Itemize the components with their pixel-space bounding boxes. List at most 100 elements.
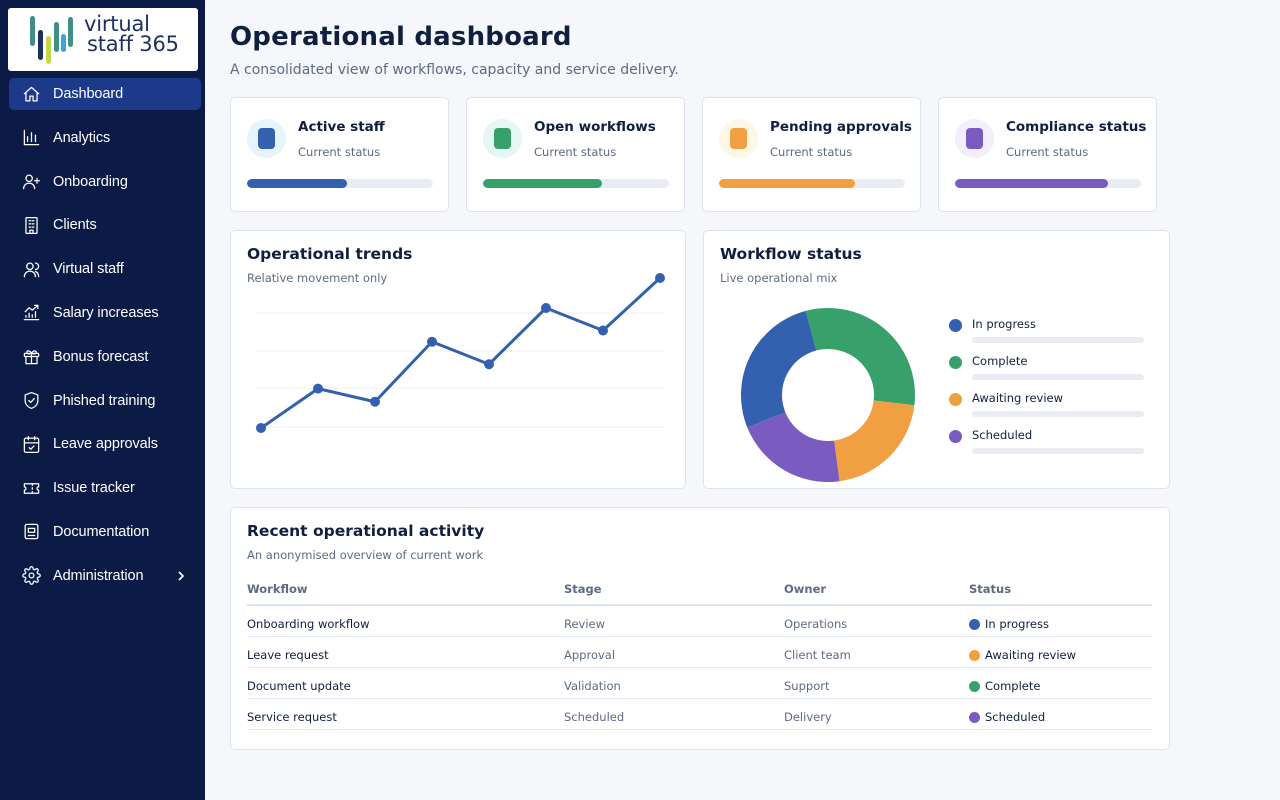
donut-slice-in-progress bbox=[741, 310, 817, 428]
panel-subtitle: Relative movement only bbox=[247, 271, 388, 285]
column-header-owner[interactable]: Owner bbox=[784, 582, 827, 596]
stat-card-active-staff[interactable]: Active staff Current status bbox=[230, 97, 449, 212]
status-dot bbox=[969, 619, 980, 630]
stat-progress-fill bbox=[955, 179, 1108, 188]
cell-owner: Client team bbox=[784, 648, 851, 662]
user-plus-icon bbox=[21, 172, 41, 192]
calendar-check-icon bbox=[21, 434, 41, 454]
document-icon bbox=[21, 522, 41, 542]
building-icon bbox=[21, 215, 41, 235]
stat-progress-track bbox=[483, 179, 669, 188]
cell-stage: Approval bbox=[564, 648, 616, 662]
table-row[interactable]: Leave request Approval Client team Await… bbox=[247, 637, 1152, 668]
sidebar-item-bonus-forecast[interactable]: Bonus forecast bbox=[9, 341, 201, 373]
legend-bar bbox=[972, 411, 1144, 417]
sidebar-item-issue-tracker[interactable]: Issue tracker bbox=[9, 472, 201, 504]
cell-owner: Support bbox=[784, 679, 830, 693]
sidebar-item-leave-approvals[interactable]: Leave approvals bbox=[9, 428, 201, 460]
legend-dot bbox=[949, 319, 962, 332]
column-header-workflow[interactable]: Workflow bbox=[247, 582, 308, 596]
donut-slice-awaiting-review bbox=[834, 400, 915, 482]
status-dot bbox=[969, 650, 980, 661]
shield-check-icon bbox=[21, 391, 41, 411]
cell-owner: Operations bbox=[784, 617, 848, 631]
trend-point bbox=[313, 383, 323, 394]
trend-point bbox=[370, 396, 380, 407]
sidebar: virtual staff 365 Dashboard Analytics On… bbox=[0, 0, 205, 800]
sidebar-item-virtual-staff[interactable]: Virtual staff bbox=[9, 253, 201, 285]
sidebar-item-label: Onboarding bbox=[53, 173, 128, 190]
stat-subtitle: Current status bbox=[534, 145, 617, 159]
sidebar-item-salary-increases[interactable]: Salary increases bbox=[9, 297, 201, 329]
table-row[interactable]: Service request Scheduled Delivery Sched… bbox=[247, 699, 1152, 730]
brand-logo[interactable]: virtual staff 365 bbox=[8, 8, 198, 71]
stat-subtitle: Current status bbox=[770, 145, 853, 159]
sidebar-item-label: Analytics bbox=[53, 129, 111, 146]
cell-owner: Delivery bbox=[784, 710, 832, 724]
stat-progress-track bbox=[955, 179, 1141, 188]
sidebar-item-documentation[interactable]: Documentation bbox=[9, 516, 201, 548]
chevron-right-icon[interactable] bbox=[175, 570, 187, 582]
legend-label: Scheduled bbox=[972, 428, 1033, 442]
table-header: Workflow Stage Owner Status bbox=[247, 580, 1152, 606]
trends-line-chart bbox=[256, 273, 665, 433]
status-dot bbox=[969, 681, 980, 692]
legend-item-in-progress: In progress bbox=[949, 317, 1149, 354]
panel-subtitle: An anonymised overview of current work bbox=[247, 548, 484, 562]
legend-dot bbox=[949, 430, 962, 443]
panel-title: Operational trends bbox=[247, 245, 413, 263]
legend-label: In progress bbox=[972, 317, 1036, 331]
workflow-status-panel: Workflow status Live operational mix In … bbox=[703, 230, 1170, 489]
cell-status: Scheduled bbox=[985, 710, 1046, 724]
trend-point bbox=[427, 336, 437, 347]
sidebar-item-label: Documentation bbox=[53, 523, 150, 540]
ticket-icon bbox=[21, 478, 41, 498]
logo-bars-icon bbox=[30, 16, 73, 64]
stat-icon-active-staff bbox=[247, 119, 286, 158]
legend-bar bbox=[972, 374, 1144, 380]
stat-title: Pending approvals bbox=[770, 119, 912, 135]
sidebar-item-phished-training[interactable]: Phished training bbox=[9, 385, 201, 417]
sidebar-item-dashboard[interactable]: Dashboard bbox=[9, 78, 201, 110]
sidebar-item-onboarding[interactable]: Onboarding bbox=[9, 166, 201, 198]
recent-activity-panel: Recent operational activity An anonymise… bbox=[230, 507, 1170, 750]
brand-wordmark: virtual staff 365 bbox=[84, 14, 179, 55]
sidebar-item-label: Bonus forecast bbox=[53, 348, 149, 365]
cell-stage: Review bbox=[564, 617, 606, 631]
sidebar-nav: Dashboard Analytics Onboarding Clients V… bbox=[9, 78, 201, 604]
sidebar-item-label: Dashboard bbox=[53, 86, 124, 102]
panel-title: Recent operational activity bbox=[247, 522, 485, 540]
stat-progress-track bbox=[247, 179, 433, 188]
sidebar-item-label: Administration bbox=[53, 567, 144, 584]
sidebar-item-clients[interactable]: Clients bbox=[9, 209, 201, 241]
trend-point bbox=[256, 423, 266, 433]
stat-card-open-workflows[interactable]: Open workflows Current status bbox=[466, 97, 685, 212]
panel-subtitle: Live operational mix bbox=[720, 271, 838, 285]
column-header-status[interactable]: Status bbox=[969, 582, 1012, 596]
column-header-stage[interactable]: Stage bbox=[564, 582, 602, 596]
users-icon bbox=[21, 259, 41, 279]
table-row[interactable]: Document update Validation Support Compl… bbox=[247, 668, 1152, 699]
donut-slice-complete bbox=[805, 308, 915, 406]
trend-point bbox=[598, 325, 608, 336]
sidebar-item-analytics[interactable]: Analytics bbox=[9, 122, 201, 154]
sidebar-item-administration[interactable]: Administration bbox=[9, 560, 201, 592]
trend-line bbox=[260, 276, 662, 430]
stat-icon-open-workflows bbox=[483, 119, 522, 158]
sidebar-item-label: Virtual staff bbox=[53, 261, 124, 278]
sidebar-item-label: Issue tracker bbox=[53, 480, 135, 497]
cell-workflow: Onboarding workflow bbox=[247, 617, 370, 631]
page-subtitle: A consolidated view of workflows, capaci… bbox=[230, 62, 679, 78]
legend-item-awaiting-review: Awaiting review bbox=[949, 391, 1149, 428]
legend-label: Awaiting review bbox=[972, 391, 1064, 405]
stat-progress-fill bbox=[719, 179, 855, 188]
sidebar-item-label: Phished training bbox=[53, 392, 156, 409]
stat-card-pending-approvals[interactable]: Pending approvals Current status bbox=[702, 97, 921, 212]
stat-progress-track bbox=[719, 179, 905, 188]
table-row[interactable]: Onboarding workflow Review Operations In… bbox=[247, 606, 1152, 637]
activity-table: Workflow Stage Owner Status Onboarding w… bbox=[247, 580, 1152, 730]
page-title: Operational dashboard bbox=[230, 22, 572, 52]
stat-card-compliance-status[interactable]: Compliance status Current status bbox=[938, 97, 1157, 212]
cell-workflow: Document update bbox=[247, 679, 351, 693]
stat-subtitle: Current status bbox=[298, 145, 381, 159]
